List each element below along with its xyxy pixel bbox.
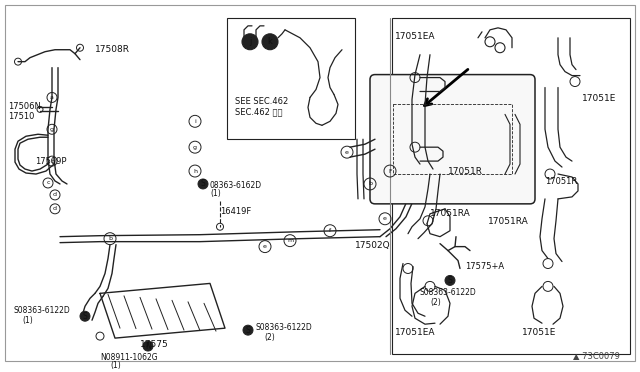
Text: 17575+A: 17575+A: [465, 262, 504, 270]
Text: SEE SEC.462: SEE SEC.462: [235, 97, 288, 106]
Text: m: m: [287, 238, 293, 243]
Circle shape: [143, 341, 153, 351]
Text: 17509P: 17509P: [35, 157, 67, 166]
Text: c: c: [46, 180, 50, 186]
Text: (1): (1): [110, 361, 121, 370]
Text: h: h: [193, 169, 197, 174]
Text: g: g: [50, 127, 54, 132]
Text: 17051E: 17051E: [522, 328, 556, 337]
Text: S: S: [246, 326, 250, 335]
Text: i: i: [194, 119, 196, 124]
Circle shape: [445, 275, 455, 285]
Text: 17508R: 17508R: [95, 45, 130, 54]
Text: 17051R: 17051R: [448, 167, 483, 176]
Text: SEC.462 参照: SEC.462 参照: [235, 108, 282, 116]
Circle shape: [262, 34, 278, 50]
Text: (2): (2): [430, 298, 441, 307]
Text: 17051EA: 17051EA: [395, 32, 435, 41]
Text: 08363-6162D: 08363-6162D: [210, 181, 262, 190]
Text: g: g: [193, 145, 197, 150]
Text: S: S: [200, 179, 205, 189]
Text: 17502Q: 17502Q: [355, 241, 390, 250]
Text: S: S: [83, 312, 88, 321]
Text: 17510: 17510: [8, 112, 35, 121]
Text: S08363-6122D: S08363-6122D: [420, 288, 477, 297]
Text: b: b: [50, 158, 54, 164]
Text: 17506N: 17506N: [8, 102, 41, 112]
FancyBboxPatch shape: [370, 74, 535, 204]
Text: F: F: [388, 169, 392, 174]
Text: 17575: 17575: [140, 340, 169, 349]
Text: S08363-6122D: S08363-6122D: [14, 306, 71, 315]
Bar: [227, 18, 355, 139]
Text: k: k: [268, 37, 273, 46]
Text: N: N: [145, 341, 151, 350]
Bar: [393, 105, 512, 174]
Text: e: e: [345, 150, 349, 155]
Circle shape: [80, 311, 90, 321]
Text: 17051RA: 17051RA: [430, 209, 471, 218]
Text: 17051R: 17051R: [545, 177, 577, 186]
Text: (1): (1): [210, 189, 221, 198]
Text: b: b: [368, 182, 372, 186]
Text: d: d: [53, 192, 57, 198]
Text: (2): (2): [264, 333, 275, 342]
Text: S: S: [447, 276, 452, 285]
Text: j: j: [249, 37, 251, 46]
Text: ▲ 73C0079: ▲ 73C0079: [573, 351, 620, 360]
Text: N08911-1062G: N08911-1062G: [100, 353, 157, 362]
Circle shape: [198, 179, 208, 189]
Text: S08363-6122D: S08363-6122D: [256, 323, 313, 332]
Text: (1): (1): [22, 316, 33, 325]
Text: d: d: [53, 206, 57, 211]
Circle shape: [242, 34, 258, 50]
Text: a: a: [50, 95, 54, 100]
Text: b: b: [108, 236, 112, 241]
Text: e: e: [383, 216, 387, 221]
Text: f: f: [329, 228, 331, 233]
Circle shape: [243, 325, 253, 335]
Text: e: e: [263, 244, 267, 249]
Text: 16419F: 16419F: [220, 207, 252, 216]
Text: 17051E: 17051E: [582, 94, 616, 103]
Bar: [392, 18, 630, 354]
Text: 17051RA: 17051RA: [488, 217, 529, 226]
Text: 17051EA: 17051EA: [395, 328, 435, 337]
